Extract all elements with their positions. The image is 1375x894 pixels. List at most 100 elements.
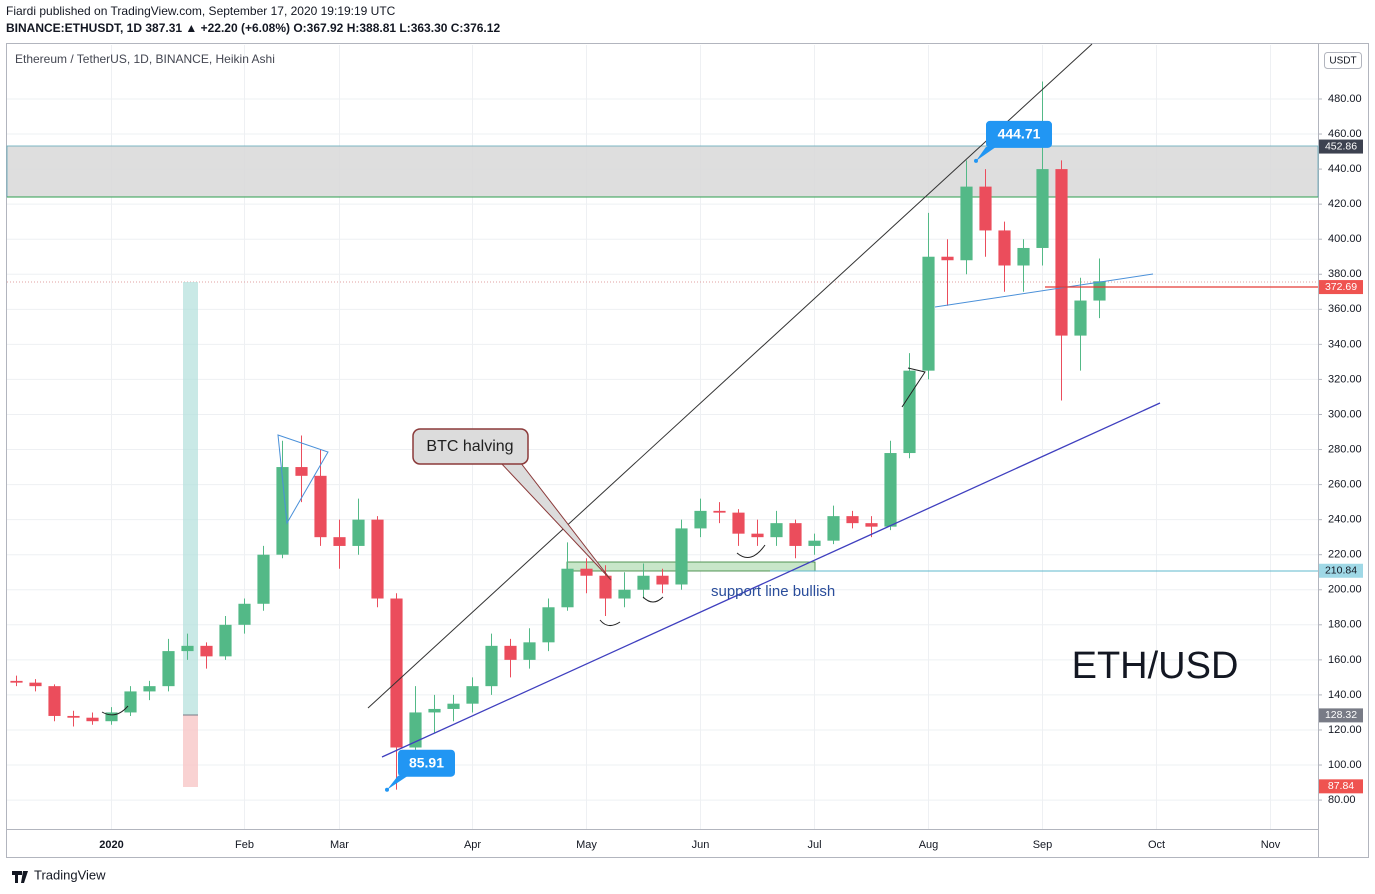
candle-body	[523, 642, 536, 660]
x-tick-label: Nov	[1261, 839, 1281, 851]
currency-label: USDT	[1329, 56, 1356, 67]
price-tag-label: 452.86	[1325, 140, 1357, 152]
candle-body	[390, 598, 403, 748]
candle-body	[922, 256, 935, 371]
y-tick-label: 460.00	[1328, 128, 1362, 140]
y-tick-label: 160.00	[1328, 654, 1362, 666]
candle-body	[428, 708, 441, 713]
y-tick-label: 200.00	[1328, 584, 1362, 596]
candle-body	[276, 467, 289, 555]
chart-title: Ethereum / TetherUS, 1D, BINANCE, Heikin…	[15, 52, 275, 66]
x-tick-label: Sep	[1033, 839, 1053, 851]
candle-body	[599, 575, 612, 599]
x-tick-label: Oct	[1148, 839, 1165, 851]
x-tick-label: Feb	[235, 839, 254, 851]
candle-body	[67, 715, 80, 718]
y-tick-label: 140.00	[1328, 689, 1362, 701]
candle-body	[219, 624, 232, 657]
candle-body	[143, 686, 156, 692]
brand: TradingView	[34, 867, 106, 882]
price-tag	[1319, 779, 1363, 794]
candle-body	[846, 516, 859, 524]
candle-body	[1055, 169, 1068, 336]
candle-body	[770, 523, 783, 538]
candle-body	[998, 230, 1011, 266]
y-tick-label: 240.00	[1328, 514, 1362, 526]
y-tick-label: 180.00	[1328, 619, 1362, 631]
x-tick-label: May	[576, 839, 597, 851]
price-tag-label: 128.32	[1325, 709, 1357, 721]
y-tick-label: 360.00	[1328, 303, 1362, 315]
candle-body	[48, 686, 61, 716]
price-tags: 452.86 372.69 210.84 128.32 87.84	[1319, 139, 1363, 794]
candle-body	[751, 533, 764, 538]
logo	[12, 871, 28, 883]
candle-body	[504, 645, 517, 660]
callout-box	[986, 120, 1052, 148]
candle-body	[903, 370, 916, 454]
neckline	[934, 273, 1154, 308]
candle-body	[941, 256, 954, 261]
candle-body	[466, 686, 479, 704]
x-tick-label: 2020	[99, 839, 123, 851]
candle-body	[10, 680, 23, 683]
candle-body	[618, 589, 631, 599]
candle-body	[1074, 300, 1087, 336]
pair-label: ETH/USD	[1072, 645, 1239, 687]
candle-body	[1093, 281, 1106, 301]
candle-body	[580, 568, 593, 576]
y-tick-label: 400.00	[1328, 233, 1362, 245]
candle-body	[257, 554, 270, 604]
halving-box	[412, 428, 529, 465]
price-tag	[1319, 139, 1363, 154]
x-tick-label: Aug	[919, 839, 939, 851]
candle-body	[694, 510, 707, 529]
price-tag	[1319, 708, 1363, 723]
y-tick-label: 340.00	[1328, 338, 1362, 350]
pane-frame	[6, 43, 1369, 858]
candle-body	[656, 575, 669, 585]
callout-pointer	[387, 775, 408, 790]
candle-body	[124, 691, 137, 713]
y-tick-label: 100.00	[1328, 759, 1362, 771]
candle-body	[200, 645, 213, 657]
candle-body	[542, 607, 555, 643]
resistance-zone	[6, 145, 1319, 198]
support-label: support line bullish	[711, 583, 835, 600]
price-tag	[1319, 280, 1363, 295]
candle-body	[865, 523, 878, 527]
candle-body	[485, 645, 498, 687]
candle-body	[86, 717, 99, 722]
candle-body	[732, 512, 745, 534]
candle-body	[105, 712, 118, 722]
candle-body	[238, 603, 251, 625]
range-up	[183, 282, 198, 715]
candle-body	[884, 453, 897, 527]
candle-body	[447, 703, 460, 709]
candle-body	[295, 467, 308, 476]
callout-box	[398, 749, 455, 777]
y-tick-label: 440.00	[1328, 163, 1362, 175]
candle-body	[808, 540, 821, 546]
currency-box	[1324, 52, 1362, 69]
y-tick-label: 260.00	[1328, 478, 1362, 490]
candles	[10, 81, 1106, 790]
lower-trendline	[381, 402, 1161, 758]
y-tick-label: 300.00	[1328, 408, 1362, 420]
callout-label: 444.71	[998, 126, 1041, 142]
callout-label: 85.91	[409, 754, 444, 770]
sketch-arrows	[101, 367, 926, 716]
price-tag	[1319, 563, 1363, 578]
y-tick-label: 480.00	[1328, 93, 1362, 105]
y-tick-label: 320.00	[1328, 373, 1362, 385]
candle-body	[979, 186, 992, 231]
x-tick-label: Jun	[692, 839, 710, 851]
publish-line: Fiardi published on TradingView.com, Sep…	[6, 4, 396, 18]
candle-body	[1017, 247, 1030, 266]
candle-body	[960, 186, 973, 261]
candle-body	[314, 475, 327, 538]
range-down	[183, 715, 198, 787]
pennant	[277, 434, 329, 525]
candle-body	[827, 516, 840, 541]
